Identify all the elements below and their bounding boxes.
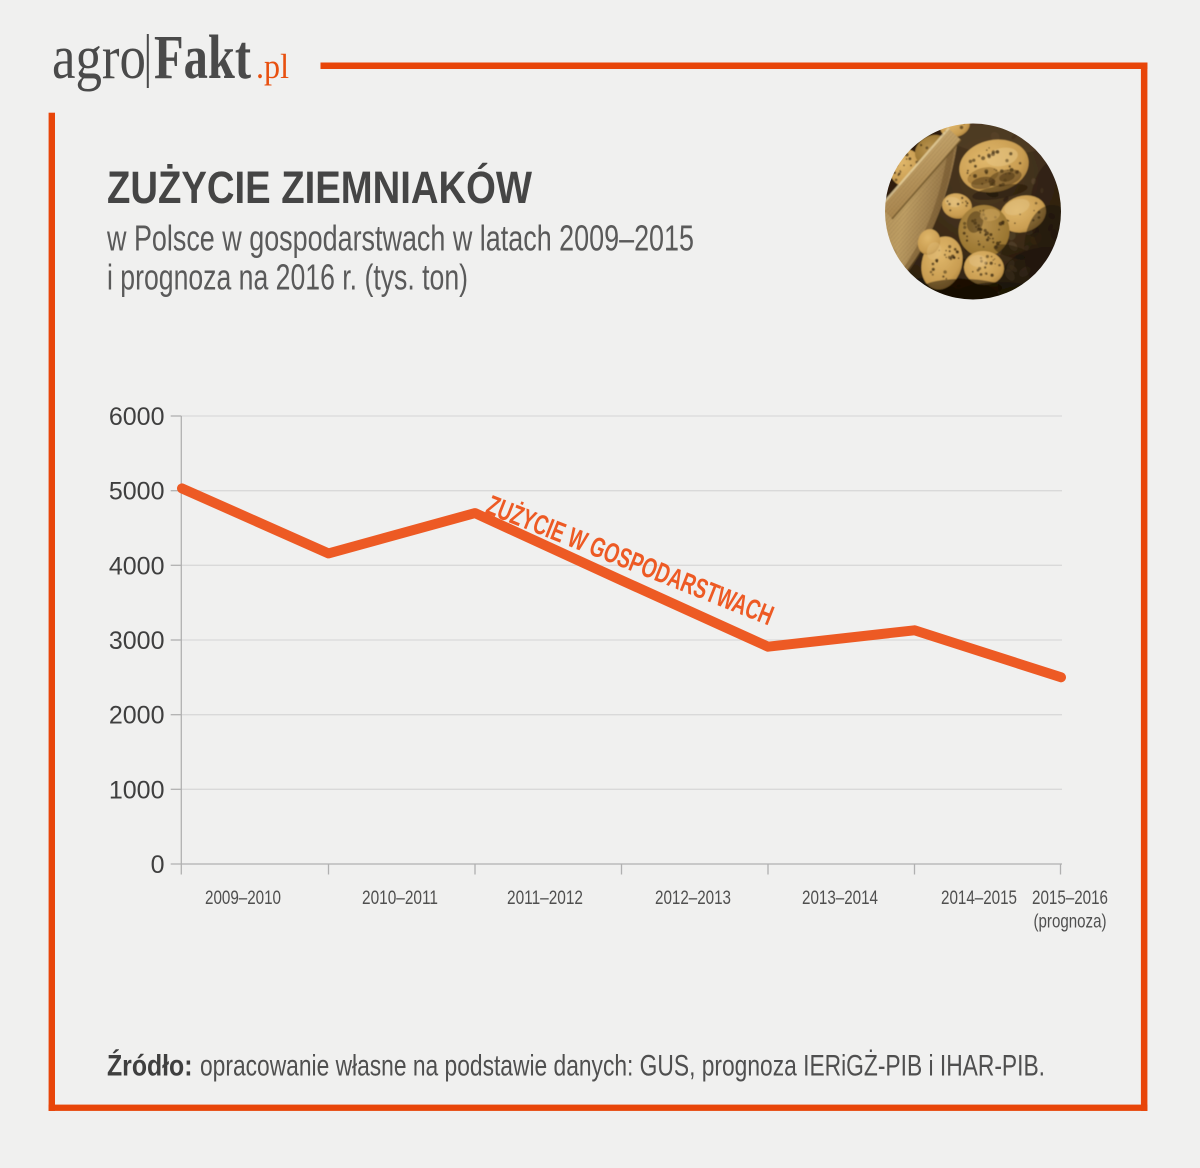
svg-text:(prognoza): (prognoza) bbox=[1034, 911, 1107, 933]
svg-text:Źródło:: Źródło: bbox=[107, 1049, 193, 1083]
svg-text:2012–2013: 2012–2013 bbox=[655, 887, 731, 909]
svg-text:.pl: .pl bbox=[256, 47, 289, 86]
svg-text:2015–2016: 2015–2016 bbox=[1032, 887, 1108, 909]
svg-text:0: 0 bbox=[151, 851, 165, 879]
svg-text:w Polsce w gospodarstwach w la: w Polsce w gospodarstwach w latach 2009–… bbox=[106, 218, 694, 259]
svg-text:opracowanie własne na podstawi: opracowanie własne na podstawie danych: … bbox=[200, 1050, 1045, 1083]
svg-text:6000: 6000 bbox=[109, 403, 165, 431]
svg-text:agro: agro bbox=[52, 24, 146, 92]
svg-text:2011–2012: 2011–2012 bbox=[507, 887, 583, 909]
svg-text:3000: 3000 bbox=[109, 627, 165, 655]
svg-text:1000: 1000 bbox=[109, 776, 165, 804]
svg-text:2013–2014: 2013–2014 bbox=[802, 887, 878, 909]
svg-text:5000: 5000 bbox=[109, 478, 165, 506]
svg-text:ZUŻYCIE ZIEMNIAKÓW: ZUŻYCIE ZIEMNIAKÓW bbox=[107, 162, 532, 213]
svg-text:2009–2010: 2009–2010 bbox=[205, 887, 281, 909]
svg-text:2000: 2000 bbox=[109, 702, 165, 730]
svg-text:4000: 4000 bbox=[109, 552, 165, 580]
svg-text:2014–2015: 2014–2015 bbox=[941, 887, 1017, 909]
svg-text:i prognoza na 2016 r. (tys. to: i prognoza na 2016 r. (tys. ton) bbox=[107, 257, 468, 298]
svg-text:Fakt: Fakt bbox=[154, 24, 251, 92]
svg-text:2010–2011: 2010–2011 bbox=[362, 887, 438, 909]
